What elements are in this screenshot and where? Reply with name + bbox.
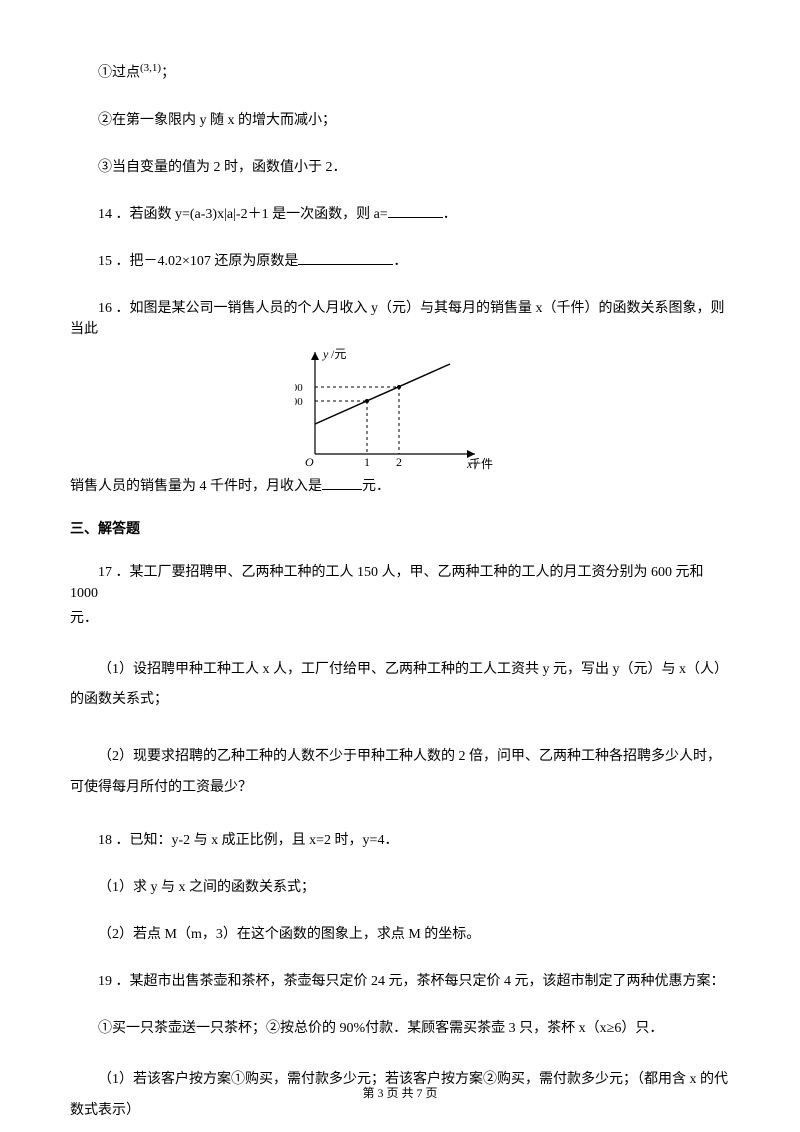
q17-p2: （2）现要求招聘的乙种工种的人数不少于甲种工种人数的 2 倍，问甲、乙两种工种各… [70, 742, 730, 804]
q14: 14 ．若函数 y=(a-3)x|a|-2＋1 是一次函数，则 a= ． [70, 204, 730, 225]
q16: 16 ．如图是某公司一销售人员的个人月收入 y（元）与其每月的销售量 x（千件）… [70, 298, 730, 497]
q17-l2-text: 元． [70, 611, 98, 626]
q18-p2: （2）若点 M（m，3）在这个函数的图象上，求点 M 的坐标。 [70, 924, 730, 945]
q19-p1-text: ①买一只茶壶送一只茶杯；②按总价的 90%付款．某顾客需买茶壶 3 只，茶杯 x… [98, 1021, 663, 1036]
item-2: ②在第一象限内 y 随 x 的增大而减小； [70, 110, 730, 131]
q16-line1: 16 ．如图是某公司一销售人员的个人月收入 y（元）与其每月的销售量 x（千件）… [70, 298, 730, 340]
svg-text:1: 1 [364, 455, 370, 469]
q19-line1: 19 ．某超市出售茶壶和茶杯，茶壶每只定价 24 元，茶杯每只定价 4 元，该超… [70, 971, 730, 992]
q16-l2b-text: 元． [362, 479, 390, 494]
svg-text:5 000: 5 000 [295, 396, 303, 408]
q16-l2a-text: 销售人员的销售量为 4 千件时，月收入是 [70, 479, 322, 494]
q18-p1-text: （1）求 y 与 x 之间的函数关系式； [98, 880, 315, 895]
q19-p1: ①买一只茶壶送一只茶杯；②按总价的 90%付款．某顾客需买茶壶 3 只，茶杯 x… [70, 1018, 730, 1039]
svg-text:2: 2 [396, 455, 402, 469]
section-3-text: 三、解答题 [70, 522, 140, 537]
item-1-suffix: ； [161, 66, 175, 81]
q18-line1: 18 ．已知：y-2 与 x 成正比例，且 x=2 时，y=4． [70, 830, 730, 851]
q18-p1: （1）求 y 与 x 之间的函数关系式； [70, 877, 730, 898]
q17-p1-text: （1）设招聘甲种工种工人 x 人，工厂付给甲、乙两种工种的工人工资共 y 元，写… [70, 662, 728, 708]
q17-p1: （1）设招聘甲种工种工人 x 人，工厂付给甲、乙两种工种的工人工资共 y 元，写… [70, 655, 730, 717]
q18-l1-text: 18 ．已知：y-2 与 x 成正比例，且 x=2 时，y=4． [98, 833, 398, 848]
q16-blank [322, 476, 362, 490]
svg-text:O: O [305, 455, 314, 469]
item-1-text: ①过点 [98, 66, 140, 81]
q17-l1-text: 17 ．某工厂要招聘甲、乙两种工种的工人 150 人，甲、乙两种工种的工人的月工… [70, 565, 704, 601]
q18-p2-text: （2）若点 M（m，3）在这个函数的图象上，求点 M 的坐标。 [98, 927, 480, 942]
page-footer: 第 3 页 共 7 页 [0, 1084, 800, 1102]
q15: 15 ．把－4.02×107 还原为原数是 ． [70, 251, 730, 272]
svg-text:7 000: 7 000 [295, 382, 303, 394]
q15-blank [298, 251, 393, 265]
q16-line2: 销售人员的销售量为 4 千件时，月收入是 元． [70, 476, 730, 497]
svg-text:y: y [322, 347, 329, 361]
q16-chart: y /元 x / 千件 O 7 000 5 000 1 2 [295, 344, 730, 472]
q17-line1: 17 ．某工厂要招聘甲、乙两种工种的工人 150 人，甲、乙两种工种的工人的月工… [70, 562, 730, 604]
footer-text: 第 3 页 共 7 页 [362, 1086, 437, 1100]
q17-p2-text: （2）现要求招聘的乙种工种的人数不少于甲种工种人数的 2 倍，问甲、乙两种工种各… [70, 749, 721, 795]
svg-text:/元: /元 [331, 347, 346, 361]
item-3-text: ③当自变量的值为 2 时，函数值小于 2． [98, 160, 347, 175]
q15-suffix: ． [393, 254, 407, 269]
q15-text: 15 ．把－4.02×107 还原为原数是 [98, 254, 298, 269]
item-1: ①过点(3,1)； [70, 60, 730, 84]
item-1-point: (3,1) [140, 62, 161, 74]
svg-text:千件: 千件 [445, 457, 493, 471]
section-3-heading: 三、解答题 [70, 519, 730, 540]
item-3: ③当自变量的值为 2 时，函数值小于 2． [70, 157, 730, 178]
q16-l1-text: 16 ．如图是某公司一销售人员的个人月收入 y（元）与其每月的销售量 x（千件）… [70, 301, 725, 337]
q14-blank [388, 204, 443, 218]
item-2-text: ②在第一象限内 y 随 x 的增大而减小； [98, 113, 336, 128]
q19-l1-text: 19 ．某超市出售茶壶和茶杯，茶壶每只定价 24 元，茶杯每只定价 4 元，该超… [98, 974, 725, 989]
q17-line2: 元． [70, 608, 730, 629]
q14-text: 14 ．若函数 y=(a-3)x|a|-2＋1 是一次函数，则 a= [98, 207, 388, 222]
q14-suffix: ． [443, 207, 457, 222]
